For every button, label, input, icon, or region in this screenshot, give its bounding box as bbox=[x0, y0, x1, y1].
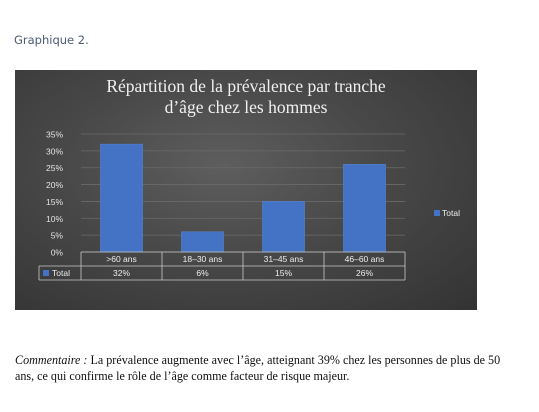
data-label: 26% bbox=[356, 268, 373, 278]
category-label: >60 ans bbox=[106, 254, 137, 264]
legend-label: Total bbox=[442, 208, 460, 218]
data-label: 32% bbox=[113, 268, 130, 278]
category-label: 18–30 ans bbox=[183, 254, 223, 264]
data-label: 15% bbox=[275, 268, 292, 278]
data-label: 6% bbox=[196, 268, 209, 278]
bar bbox=[100, 143, 143, 253]
chart-area: Répartition de la prévalence par tranche… bbox=[15, 70, 477, 310]
chart-title-line: d’âge chez les hommes bbox=[165, 97, 328, 117]
table-series-name: Total bbox=[52, 268, 70, 278]
bar-chart: Répartition de la prévalence par tranche… bbox=[38, 76, 460, 281]
category-label: 46–60 ans bbox=[345, 254, 385, 264]
comment-paragraph: Commentaire : La prévalence augmente ave… bbox=[15, 352, 520, 384]
y-tick-label: 5% bbox=[51, 231, 64, 241]
figure-caption: Graphique 2. bbox=[14, 33, 89, 47]
bar bbox=[181, 231, 224, 253]
category-label: 31–45 ans bbox=[264, 254, 304, 264]
y-tick-label: 35% bbox=[46, 130, 63, 140]
bar bbox=[343, 164, 386, 253]
y-tick-label: 20% bbox=[46, 180, 63, 190]
y-tick-label: 15% bbox=[46, 197, 63, 207]
bar bbox=[262, 201, 305, 253]
table-legend-key bbox=[43, 270, 49, 276]
y-tick-label: 0% bbox=[51, 248, 64, 258]
comment-label: Commentaire : bbox=[15, 353, 88, 367]
y-tick-label: 25% bbox=[46, 163, 63, 173]
legend-key bbox=[434, 210, 440, 216]
chart-title-line: Répartition de la prévalence par tranche bbox=[106, 76, 386, 96]
y-tick-label: 30% bbox=[46, 146, 63, 156]
comment-text: La prévalence augmente avec l’âge, attei… bbox=[15, 353, 501, 383]
y-tick-label: 10% bbox=[46, 214, 63, 224]
